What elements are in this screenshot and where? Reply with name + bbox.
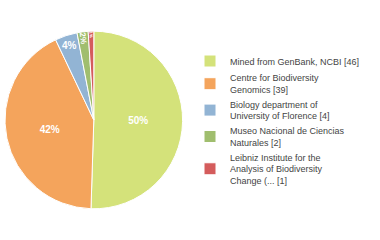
svg-text:Leibniz Institute for theAnaly: Leibniz Institute for theAnalysis of Bio… (230, 153, 323, 186)
svg-text:50%: 50% (128, 115, 148, 126)
svg-text:42%: 42% (40, 124, 60, 135)
svg-text:2%: 2% (78, 32, 89, 46)
svg-text:Biology department ofUniversit: Biology department ofUniversity of Flore… (230, 100, 330, 122)
svg-text:Museo Nacional de CienciasNatu: Museo Nacional de CienciasNaturales [2] (230, 126, 345, 148)
svg-text:Mined from GenBank, NCBI [46]: Mined from GenBank, NCBI [46] (230, 57, 359, 67)
svg-text:1%: 1% (88, 31, 93, 38)
svg-text:Centre for BiodiversityGenomic: Centre for BiodiversityGenomics [39] (230, 73, 319, 95)
svg-text:4%: 4% (62, 40, 77, 51)
